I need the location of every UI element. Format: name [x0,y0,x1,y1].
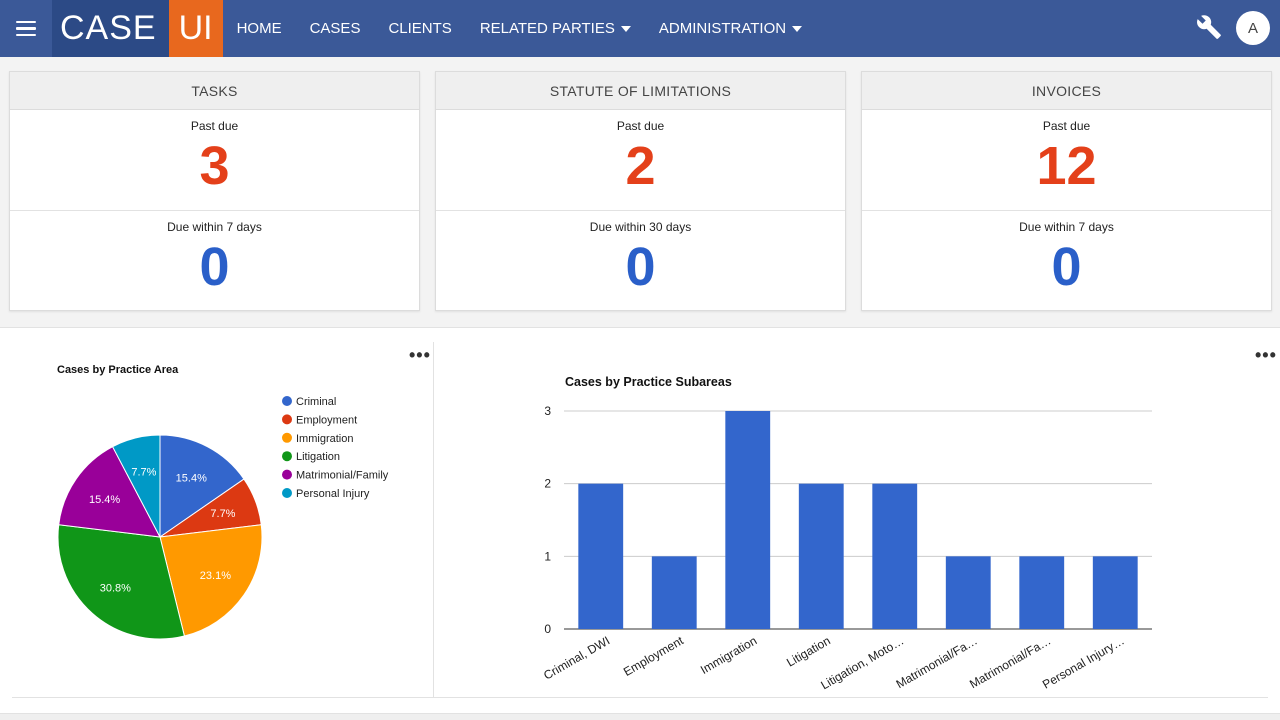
nav-home-label: HOME [236,20,282,37]
due-within-section[interactable]: Due within 7 days 0 [10,210,419,310]
bar[interactable] [1019,556,1065,629]
x-tick-label: Litigation, Moto… [818,633,906,692]
pie-slice-label: 7.7% [131,467,156,479]
due-within-section[interactable]: Due within 30 days 0 [436,210,845,310]
y-tick-label: 2 [544,477,551,491]
invoices-card[interactable]: INVOICES Past due 12 Due within 7 days 0 [861,71,1272,311]
past-due-count: 3 [199,136,230,196]
legend-label: Immigration [296,433,353,445]
legend-swatch [282,414,292,425]
due-within-count: 0 [1051,237,1082,297]
legend-swatch [282,451,292,462]
logo-ui-text: UI [168,0,223,57]
pie-slice-label: 15.4% [89,494,120,506]
past-due-section[interactable]: Past due 2 [436,110,845,210]
due-within-count: 0 [625,237,656,297]
pie-slice-personal-injury[interactable] [111,434,161,538]
x-tick-label: Matrimonial/Fa… [894,633,980,691]
due-within-label: Due within 30 days [589,220,692,234]
due-within-label: Due within 7 days [1019,220,1114,234]
past-due-label: Past due [190,119,239,133]
due-within-label: Due within 7 days [167,220,262,234]
statute-of-limitations-card[interactable]: STATUTE OF LIMITATIONS Past due 2 Due wi… [435,71,846,311]
pie-chart: 15.4% 7.7% 23.1% 30.8% 15.4% 7.7% Criminal Empl… [57,396,389,640]
hamburger-menu-icon[interactable] [0,0,52,57]
y-tick-label: 0 [544,622,551,636]
pie-slice-label: 7.7% [210,508,235,520]
logo-case-text: CASE [52,0,169,57]
app-logo[interactable]: CASE UI [52,0,223,57]
pie-slice-label: 23.1% [200,570,231,582]
y-tick-label: 3 [544,404,551,418]
pie-slice-criminal[interactable] [159,434,245,538]
nav-administration[interactable]: ADMINISTRATION [658,20,803,37]
past-due-count: 2 [625,136,656,196]
y-tick-label: 1 [544,549,551,563]
legend-label: Criminal [296,396,336,408]
caret-down-icon [620,25,631,32]
past-due-section[interactable]: Past due 12 [862,110,1271,210]
legend-label: Personal Injury [296,488,370,500]
legend-label: Employment [296,414,357,426]
pie-slice-label: 15.4% [176,472,207,484]
pie-slice-matrimonial-family[interactable] [58,446,161,538]
past-due-section[interactable]: Past due 3 [10,110,419,210]
user-avatar[interactable]: A [1236,11,1270,45]
charts-area: ••• ••• Cases by Practice Area Cases by … [0,327,1280,720]
main-nav: HOME CASES CLIENTS RELATED PARTIES ADMIN… [237,0,831,57]
legend-swatch [282,488,292,498]
nav-home[interactable]: HOME [237,20,282,37]
bar[interactable] [651,556,697,629]
x-tick-label: Matrimonial/Fa… [967,633,1053,691]
card-title: INVOICES [862,72,1271,110]
past-due-count: 12 [1036,136,1097,196]
bar-chart-title: Cases by Practice Subareas [565,375,732,389]
pie-slice-litigation[interactable] [57,524,186,640]
bar[interactable] [798,483,844,629]
bar[interactable] [872,483,918,629]
due-within-count: 0 [199,237,230,297]
card-title: TASKS [10,72,419,110]
nav-related-parties[interactable]: RELATED PARTIES [480,20,631,37]
legend-label: Matrimonial/Family [296,470,389,482]
x-tick-label: Personal Injury… [1040,633,1127,691]
x-tick-label: Criminal, DWI [541,633,612,682]
bar[interactable] [945,556,991,629]
legend-swatch [282,469,292,480]
bottom-strip [0,713,1280,720]
top-nav-bar: CASE UI HOME CASES CLIENTS RELATED PARTI… [0,0,1280,57]
caret-down-icon [792,25,803,32]
x-tick-label: Immigration [698,633,759,676]
nav-cases-label: CASES [309,20,361,37]
summary-cards-area: TASKS Past due 3 Due within 7 days 0 STA… [0,57,1280,327]
bar-chart: 0 1 2 3 Criminal, DWI Employment Immigration Li… [541,404,1152,692]
pie-slice-label: 30.8% [100,582,131,594]
pie-slice-immigration[interactable] [159,524,263,637]
nav-related-parties-label: RELATED PARTIES [479,20,615,37]
past-due-label: Past due [1042,119,1091,133]
x-tick-label: Litigation [784,633,833,669]
card-title: STATUTE OF LIMITATIONS [436,72,845,110]
wrench-icon[interactable] [1196,14,1222,40]
nav-administration-label: ADMINISTRATION [658,20,787,37]
bar[interactable] [725,411,771,629]
pie-chart-title: Cases by Practice Area [57,364,179,376]
past-due-label: Past due [616,119,665,133]
nav-clients-label: CLIENTS [388,20,452,37]
tasks-card[interactable]: TASKS Past due 3 Due within 7 days 0 [9,71,420,311]
bar[interactable] [1092,556,1138,629]
nav-clients[interactable]: CLIENTS [388,20,451,37]
nav-cases[interactable]: CASES [310,20,361,37]
chart-bottom-divider [12,697,1268,698]
x-tick-label: Employment [621,633,686,679]
chart-divider [433,342,434,698]
due-within-section[interactable]: Due within 7 days 0 [862,210,1271,310]
legend-swatch [282,432,292,443]
legend-label: Litigation [296,451,340,463]
bar-chart-menu-icon[interactable]: ••• [1255,345,1277,365]
pie-chart-menu-icon[interactable]: ••• [409,345,431,365]
bar[interactable] [578,483,624,629]
legend-swatch [282,396,292,406]
